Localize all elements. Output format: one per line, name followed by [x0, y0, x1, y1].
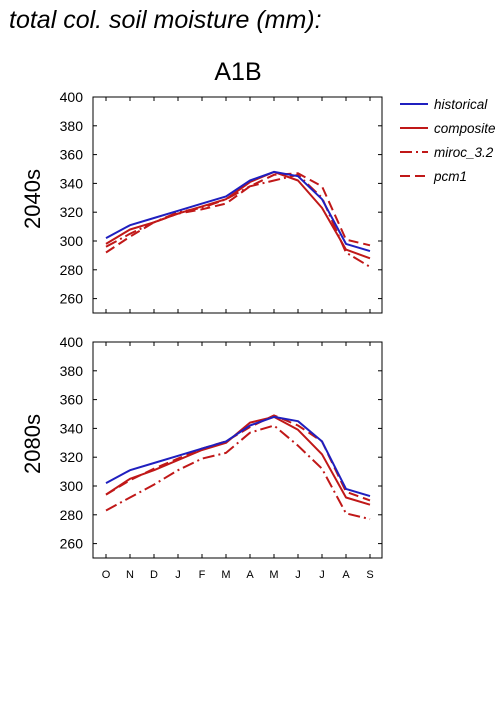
legend-item-historical: historical — [400, 97, 488, 112]
x-tick-label: A — [342, 569, 350, 581]
row-label: 2080s — [20, 414, 45, 474]
panels: 260 280 300 320 340 360 380 400 2040s 260 280 300 32… — [20, 89, 383, 581]
legend-item-composite: composite — [400, 121, 496, 136]
legend-item-pcm1: pcm1 — [400, 169, 467, 184]
series-line-pcm1 — [105, 172, 371, 254]
x-tick-label: A — [246, 569, 254, 581]
legend-item-miroc_3.2: miroc_3.2 — [400, 145, 494, 160]
page-title: total col. soil moisture (mm): — [9, 6, 322, 34]
y-tick-label: 380 — [60, 363, 84, 379]
y-tick-label: 280 — [60, 507, 84, 523]
x-tick-label: M — [269, 569, 278, 581]
series-line-miroc_3.2 — [105, 424, 371, 521]
legend-label: pcm1 — [433, 169, 467, 184]
x-tick-label: J — [319, 569, 325, 581]
legend-label: historical — [434, 97, 488, 112]
plot-frame — [92, 96, 383, 314]
y-tick-label: 300 — [60, 478, 84, 494]
series-line-historical — [105, 415, 371, 498]
legend: historical composite miroc_3.2 pcm1 — [400, 97, 496, 184]
legend-label: composite — [434, 121, 496, 136]
scenario-title: A1B — [214, 58, 261, 86]
x-tick-label: J — [295, 569, 301, 581]
y-tick-label: 300 — [60, 233, 84, 249]
x-tick-label: J — [175, 569, 181, 581]
y-tick-label: 400 — [60, 89, 84, 105]
y-tick-label: 280 — [60, 262, 84, 278]
x-tick-label: S — [366, 569, 373, 581]
series-line-historical — [105, 170, 371, 253]
x-tick-label: N — [126, 569, 134, 581]
y-tick-label: 260 — [60, 291, 84, 307]
y-tick-label: 400 — [60, 334, 84, 350]
chart-panel-2080s: 260 280 300 320 340 360 380 400 O N D J F M A M J J A S 2080… — [20, 334, 383, 581]
plot-frame — [92, 341, 383, 559]
x-tick-label: F — [199, 569, 206, 581]
y-tick-label: 380 — [60, 118, 84, 134]
y-tick-label: 360 — [60, 147, 84, 163]
x-tick-label: M — [221, 569, 230, 581]
y-tick-label: 340 — [60, 175, 84, 191]
y-tick-label: 320 — [60, 204, 84, 220]
x-tick-label: O — [102, 569, 111, 581]
y-tick-label: 320 — [60, 449, 84, 465]
x-tick-label: D — [150, 569, 158, 581]
chart-panel-2040s: 260 280 300 320 340 360 380 400 2040s — [20, 89, 383, 314]
legend-label: miroc_3.2 — [434, 145, 494, 160]
y-tick-label: 340 — [60, 420, 84, 436]
y-tick-label: 360 — [60, 392, 84, 408]
series-line-pcm1 — [105, 414, 371, 502]
row-label: 2040s — [20, 169, 45, 229]
y-tick-label: 260 — [60, 536, 84, 552]
